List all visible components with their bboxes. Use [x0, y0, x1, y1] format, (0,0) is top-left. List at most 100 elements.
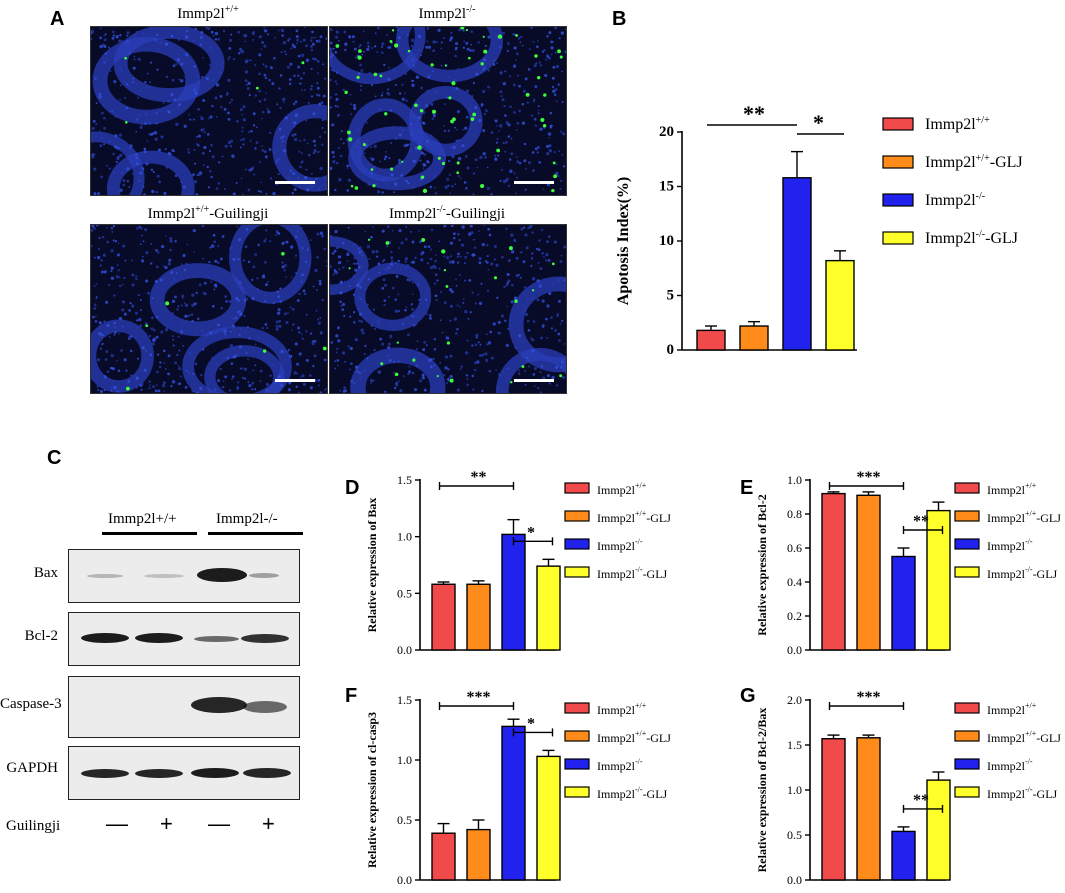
y-tick-label: 0.0	[397, 873, 412, 887]
bar	[466, 583, 491, 651]
legend-label: Immp2l-/--GLJ	[987, 785, 1058, 801]
y-tick-label: 1.0	[787, 473, 802, 487]
bar	[891, 830, 916, 881]
legend-label: Immp2l-/-	[597, 537, 643, 553]
legend-label: Immp2l+/+	[987, 701, 1037, 717]
panel-label-a: A	[50, 8, 65, 30]
y-tick-label: 1.5	[787, 738, 802, 752]
y-axis-title: Relative expression of Bcl-2/Bax	[755, 708, 769, 873]
bar	[431, 583, 456, 651]
legend-swatch	[954, 702, 980, 714]
panel-label-g: G	[740, 685, 756, 707]
y-tick-label: 0.5	[397, 813, 412, 827]
bar	[536, 565, 561, 651]
micrograph-knockout	[329, 26, 567, 196]
legend-label: Immp2l+/+-GLJ	[925, 153, 1023, 171]
blot-group-line	[102, 532, 197, 535]
bar	[926, 779, 951, 881]
legend-swatch	[564, 566, 590, 578]
legend-swatch	[564, 482, 590, 494]
legend-swatch	[954, 538, 980, 550]
significance-label: **	[913, 792, 929, 809]
bar	[856, 737, 881, 881]
y-tick-label: 1.0	[397, 753, 412, 767]
treatment-sign: +	[262, 811, 275, 836]
chart-bcl2: 0.0 0.2 0.4 0.6 0.8 1.0 Relative expression of…	[755, 470, 1061, 657]
chart-cl-casp3: 0.0 0.5 1.0 1.5 Relative expression of cl-ca…	[365, 690, 671, 887]
bar	[466, 828, 491, 881]
legend-swatch	[954, 510, 980, 522]
legend-swatch	[882, 117, 914, 131]
legend-label: Immp2l+/+-GLJ	[987, 509, 1061, 525]
y-tick-label: 0.0	[397, 643, 412, 657]
legend-label: Immp2l+/+	[925, 115, 990, 133]
y-axis-title: Relative expression of Bax	[365, 498, 379, 633]
blot-row-label: Caspase-3	[0, 696, 62, 712]
blot-row-label: Bax	[33, 565, 58, 581]
legend-label: Immp2l+/+	[597, 701, 647, 717]
micrograph-title: Immp2l+/+-Guilingji	[147, 204, 269, 222]
legend-label: Immp2l+/+-GLJ	[597, 729, 671, 745]
y-tick-label: 1.5	[397, 473, 412, 487]
panel-label-d: D	[345, 477, 360, 499]
panel-label-b: B	[612, 8, 627, 30]
y-tick-label: 0.8	[787, 507, 802, 521]
legend-swatch	[954, 786, 980, 798]
y-tick-label: 1.0	[397, 530, 412, 544]
significance-label: **	[913, 513, 929, 530]
bar	[501, 533, 526, 651]
legend-label: Immp2l-/-	[597, 757, 643, 773]
legend-swatch	[564, 702, 590, 714]
legend-swatch	[954, 758, 980, 770]
legend-label: Immp2l-/--GLJ	[597, 785, 668, 801]
blot-row-label: GAPDH	[6, 760, 58, 776]
bar	[536, 755, 561, 881]
panel-label-f: F	[345, 685, 358, 707]
legend-label: Immp2l+/+-GLJ	[597, 509, 671, 525]
treatment-label: Guilingji	[6, 818, 61, 834]
significance-label: ***	[467, 690, 491, 706]
blot-strip-bcl2	[68, 612, 300, 666]
legend-label: Immp2l-/--GLJ	[925, 229, 1018, 247]
panel-label-e: E	[740, 477, 754, 499]
legend-swatch	[564, 730, 590, 742]
y-tick-label: 5	[667, 288, 675, 304]
micrograph-wildtype-guilingji	[90, 224, 328, 394]
bar	[431, 832, 456, 881]
legend-swatch	[564, 758, 590, 770]
legend-swatch	[954, 566, 980, 578]
y-tick-label: 0.2	[787, 609, 802, 623]
y-tick-label: 0.0	[787, 643, 802, 657]
y-tick-label: 0.6	[787, 541, 802, 555]
y-tick-label: 1.0	[787, 783, 802, 797]
significance-label: *	[527, 715, 535, 732]
micrograph-title: Immp2l-/-	[418, 4, 476, 22]
bar	[782, 177, 812, 351]
chart-bcl2-bax: 0.0 0.5 1.0 1.5 2.0 Relative expression of Bc…	[755, 690, 1061, 887]
bar	[821, 492, 846, 651]
y-tick-label: 20	[659, 124, 674, 140]
y-tick-label: 0	[667, 342, 675, 358]
micrograph-title: Immp2l+/+	[177, 4, 239, 22]
significance-label: ***	[857, 470, 881, 486]
legend-label: Immp2l+/+-GLJ	[987, 729, 1061, 745]
blot-group-label: Immp2l-/-	[216, 511, 278, 527]
micrograph-wildtype	[90, 26, 328, 196]
micrograph-title: Immp2l-/--Guilingji	[388, 204, 506, 222]
legend-swatch	[564, 510, 590, 522]
legend-swatch	[882, 155, 914, 169]
panel-label-c: C	[47, 447, 62, 469]
significance-label: **	[471, 470, 487, 486]
legend-label: Immp2l+/+	[597, 481, 647, 497]
bar	[501, 725, 526, 881]
significance-label: *	[527, 524, 535, 541]
legend-swatch	[882, 231, 914, 245]
bar	[739, 325, 769, 351]
significance-label: ***	[857, 690, 881, 706]
treatment-sign: +	[160, 811, 173, 836]
y-tick-label: 1.5	[397, 693, 412, 707]
legend-label: Immp2l-/-	[987, 757, 1033, 773]
legend-label: Immp2l-/-	[925, 191, 985, 209]
